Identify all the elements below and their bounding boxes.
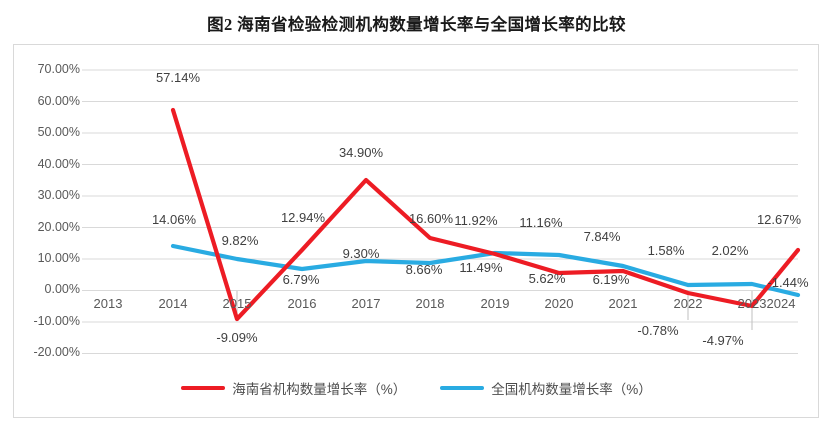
chart-frame xyxy=(13,44,819,418)
x-axis-tick-label: 2019 xyxy=(480,296,510,311)
x-axis-tick-label: 2024 xyxy=(766,296,796,311)
data-label-hainan-2023: -4.97% xyxy=(702,333,744,348)
data-label-national-2023: 2.02% xyxy=(711,243,749,258)
data-label-hainan-2017: 34.90% xyxy=(338,145,384,160)
data-label-national-2016: 6.79% xyxy=(282,272,320,287)
y-axis-tick-label: 0.00% xyxy=(44,282,80,296)
y-axis-tick-label: 40.00% xyxy=(37,157,80,171)
legend-item-national[interactable]: 全国机构数量增长率（%） xyxy=(440,378,652,398)
data-label-hainan-2022: -0.78% xyxy=(637,323,679,338)
data-label-national-2021: 7.84% xyxy=(583,229,621,244)
legend-label-hainan: 海南省机构数量增长率（%） xyxy=(232,382,407,397)
x-axis-tick-label: 2014 xyxy=(158,296,188,311)
data-label-hainan-2015: -9.09% xyxy=(216,330,258,345)
x-axis-tick-label: 2016 xyxy=(287,296,317,311)
x-axis-tick-label: 2015 xyxy=(222,296,252,311)
legend-label-national: 全国机构数量增长率（%） xyxy=(491,382,652,397)
x-axis-tick-label: 2023 xyxy=(737,296,767,311)
y-axis-tick-label: -10.00% xyxy=(33,314,80,328)
data-label-national-2014: 14.06% xyxy=(151,212,197,227)
y-axis-tick-label: 20.00% xyxy=(37,220,80,234)
data-label-national-2024: -1.44% xyxy=(767,275,809,290)
data-label-national-2022: 1.58% xyxy=(647,243,685,258)
data-label-national-2017: 9.30% xyxy=(342,246,380,261)
data-label-national-2015: 9.82% xyxy=(221,233,259,248)
x-axis-tick-label: 2021 xyxy=(608,296,638,311)
x-axis-tick-label: 2020 xyxy=(544,296,574,311)
data-label-hainan-2019: 11.49% xyxy=(459,260,503,275)
data-label-national-2019: 11.92% xyxy=(454,213,498,228)
legend-swatch-blue-line-icon xyxy=(440,386,485,390)
data-label-national-2018: 8.66% xyxy=(405,262,443,277)
x-axis-tick-label: 2017 xyxy=(351,296,381,311)
data-label-hainan-2021: 6.19% xyxy=(592,272,630,287)
data-label-hainan-2018: 16.60% xyxy=(408,211,454,226)
data-label-hainan-2016: 12.94% xyxy=(280,210,326,225)
y-axis-tick-label: 10.00% xyxy=(37,251,80,265)
chart-title: 图2 海南省检验检测机构数量增长率与全国增长率的比较 xyxy=(207,15,626,34)
series-line-hainan xyxy=(170,107,801,322)
legend-item-hainan[interactable]: 海南省机构数量增长率（%） xyxy=(181,378,406,398)
y-axis-tick-label: 30.00% xyxy=(37,188,80,202)
x-axis-tick-label: 2013 xyxy=(93,296,123,311)
data-label-hainan-2024: 12.67% xyxy=(756,212,802,227)
legend-swatch-red-line-icon xyxy=(181,386,226,390)
y-axis-tick-label: 50.00% xyxy=(37,125,80,139)
y-axis-tick-label: 70.00% xyxy=(37,62,80,76)
data-label-hainan-2014: 57.14% xyxy=(155,70,201,85)
data-label-national-2020: 11.16% xyxy=(519,215,563,230)
x-axis-tick-label: 2018 xyxy=(415,296,445,311)
y-axis-tick-label: 60.00% xyxy=(37,94,80,108)
data-label-hainan-2020: 5.62% xyxy=(528,271,566,286)
x-axis-tick-label: 2022 xyxy=(673,296,703,311)
ytick-marks xyxy=(82,69,88,354)
chart-legend: 海南省机构数量增长率（%） 全国机构数量增长率（%） xyxy=(0,378,833,398)
y-axis-tick-label: -20.00% xyxy=(33,345,80,359)
